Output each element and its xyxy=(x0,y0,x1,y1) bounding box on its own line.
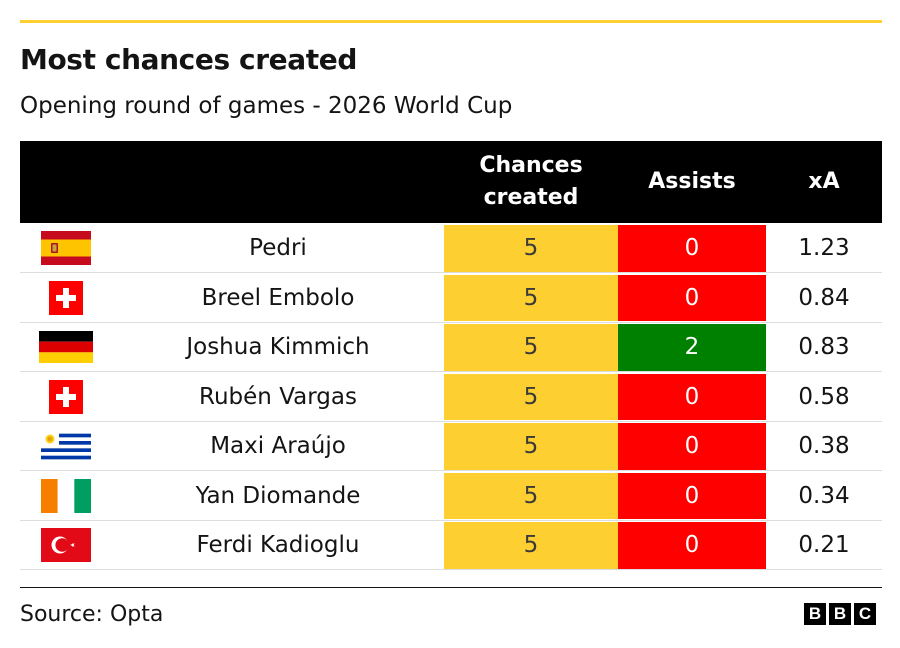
xa-value: 0.34 xyxy=(798,482,850,509)
xa-value: 0.38 xyxy=(798,433,850,460)
player-name: Rubén Vargas xyxy=(199,383,357,410)
table-header: Chances created Assists xA xyxy=(20,141,882,223)
switzerland-flag-icon xyxy=(49,280,83,315)
flag-cell xyxy=(20,225,112,272)
stats-table: Chances created Assists xA Pedri 5 0 1.23 Br… xyxy=(20,141,882,570)
turkey-flag-icon xyxy=(41,528,91,563)
player-name: Ferdi Kadioglu xyxy=(196,532,360,559)
bbc-logo-block: B xyxy=(804,603,826,625)
assists-value: 0 xyxy=(618,472,766,519)
table-row: Pedri 5 0 1.23 xyxy=(20,223,882,273)
header-chances-created-label: Chances created xyxy=(479,153,583,210)
chart-title: Most chances created xyxy=(20,43,357,76)
chances-created-value: 5 xyxy=(444,225,618,272)
chances-created-value: 5 xyxy=(444,373,618,420)
chances-created-value: 5 xyxy=(444,472,618,519)
player-name: Yan Diomande xyxy=(195,482,361,509)
flag-cell xyxy=(20,423,112,470)
ivory-coast-flag-icon xyxy=(41,478,91,513)
chart-subtitle: Opening round of games - 2026 World Cup xyxy=(20,93,513,119)
assists-value: 2 xyxy=(618,324,766,371)
header-assists: Assists xyxy=(648,169,736,194)
flag-cell xyxy=(20,473,112,520)
flag-cell xyxy=(20,324,112,371)
table-row: Rubén Vargas 5 0 0.58 xyxy=(20,372,882,421)
xa-value: 0.21 xyxy=(798,532,850,559)
top-accent-rule xyxy=(20,20,882,23)
flag-cell xyxy=(20,374,112,421)
spain-flag-icon xyxy=(41,231,91,266)
xa-value: 1.23 xyxy=(798,235,850,262)
player-name: Breel Embolo xyxy=(201,284,355,311)
table-row: Ferdi Kadioglu 5 0 0.21 xyxy=(20,520,882,570)
flag-cell xyxy=(20,522,112,569)
assists-value: 0 xyxy=(618,522,766,569)
assists-value: 0 xyxy=(618,423,766,470)
bbc-logo-block: B xyxy=(829,603,851,625)
chances-created-value: 5 xyxy=(444,324,618,371)
player-name: Joshua Kimmich xyxy=(186,334,370,361)
table-body: Pedri 5 0 1.23 Breel Embolo 5 0 0.84 Joshua Kimm… xyxy=(20,223,882,570)
assists-value: 0 xyxy=(618,373,766,420)
footer-rule xyxy=(20,587,882,588)
uruguay-flag-icon xyxy=(41,429,91,463)
flag-cell xyxy=(20,275,112,322)
chances-created-value: 5 xyxy=(444,274,618,321)
bbc-logo-block: C xyxy=(854,603,876,625)
germany-flag-icon xyxy=(39,331,93,364)
source-note: Source: Opta xyxy=(20,602,164,627)
bbc-logo: B B C xyxy=(804,603,876,625)
header-xa: xA xyxy=(808,169,840,194)
chances-created-value: 5 xyxy=(444,423,618,470)
table-row: Breel Embolo 5 0 0.84 xyxy=(20,273,882,322)
xa-value: 0.84 xyxy=(798,284,850,311)
table-row: Maxi Araújo 5 0 0.38 xyxy=(20,421,882,471)
xa-value: 0.58 xyxy=(798,383,850,410)
table-row: Joshua Kimmich 5 2 0.83 xyxy=(20,322,882,372)
chances-created-value: 5 xyxy=(444,522,618,569)
assists-value: 0 xyxy=(618,274,766,321)
header-chances-created: Chances created xyxy=(444,141,618,223)
assists-value: 0 xyxy=(618,225,766,272)
player-name: Pedri xyxy=(249,235,307,262)
player-name: Maxi Araújo xyxy=(210,433,346,460)
switzerland-flag-icon xyxy=(49,379,83,414)
xa-value: 0.83 xyxy=(798,334,850,361)
table-row: Yan Diomande 5 0 0.34 xyxy=(20,471,882,520)
